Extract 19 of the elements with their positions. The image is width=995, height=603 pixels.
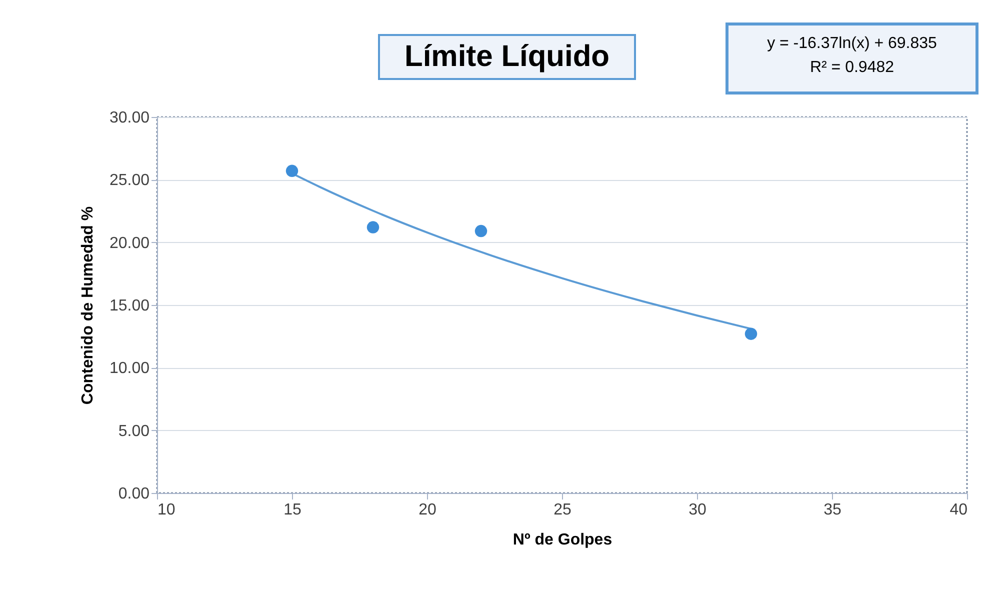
y-tick-label: 0.00 xyxy=(118,486,150,502)
x-axis-title: Nº de Golpes xyxy=(512,532,612,548)
text: y = -16.37ln(x) + 69.835 xyxy=(767,35,938,52)
x-tick-label: 40 xyxy=(950,502,968,518)
chart-title: Límite Líquido xyxy=(404,40,610,73)
x-tick-label: 15 xyxy=(284,502,302,518)
y-axis-title: Contenido de Humedad % xyxy=(79,206,96,405)
y-tick-label: 15.00 xyxy=(109,298,150,314)
x-tick-label: 30 xyxy=(688,502,706,518)
y-tick-label: 10.00 xyxy=(109,360,150,378)
x-tick-label: 25 xyxy=(554,502,572,518)
x-tick-label: 10 xyxy=(158,502,176,518)
y-tick-label: 5.00 xyxy=(118,422,150,440)
text: R² = 0.9482 xyxy=(810,59,894,76)
x-tick-label: 35 xyxy=(824,502,842,518)
x-tick-label: 20 xyxy=(418,502,436,518)
y-tick-label: 20.00 xyxy=(109,234,150,252)
y-tick-label: 25.00 xyxy=(109,172,150,190)
y-tick-label: 30.00 xyxy=(109,110,150,126)
